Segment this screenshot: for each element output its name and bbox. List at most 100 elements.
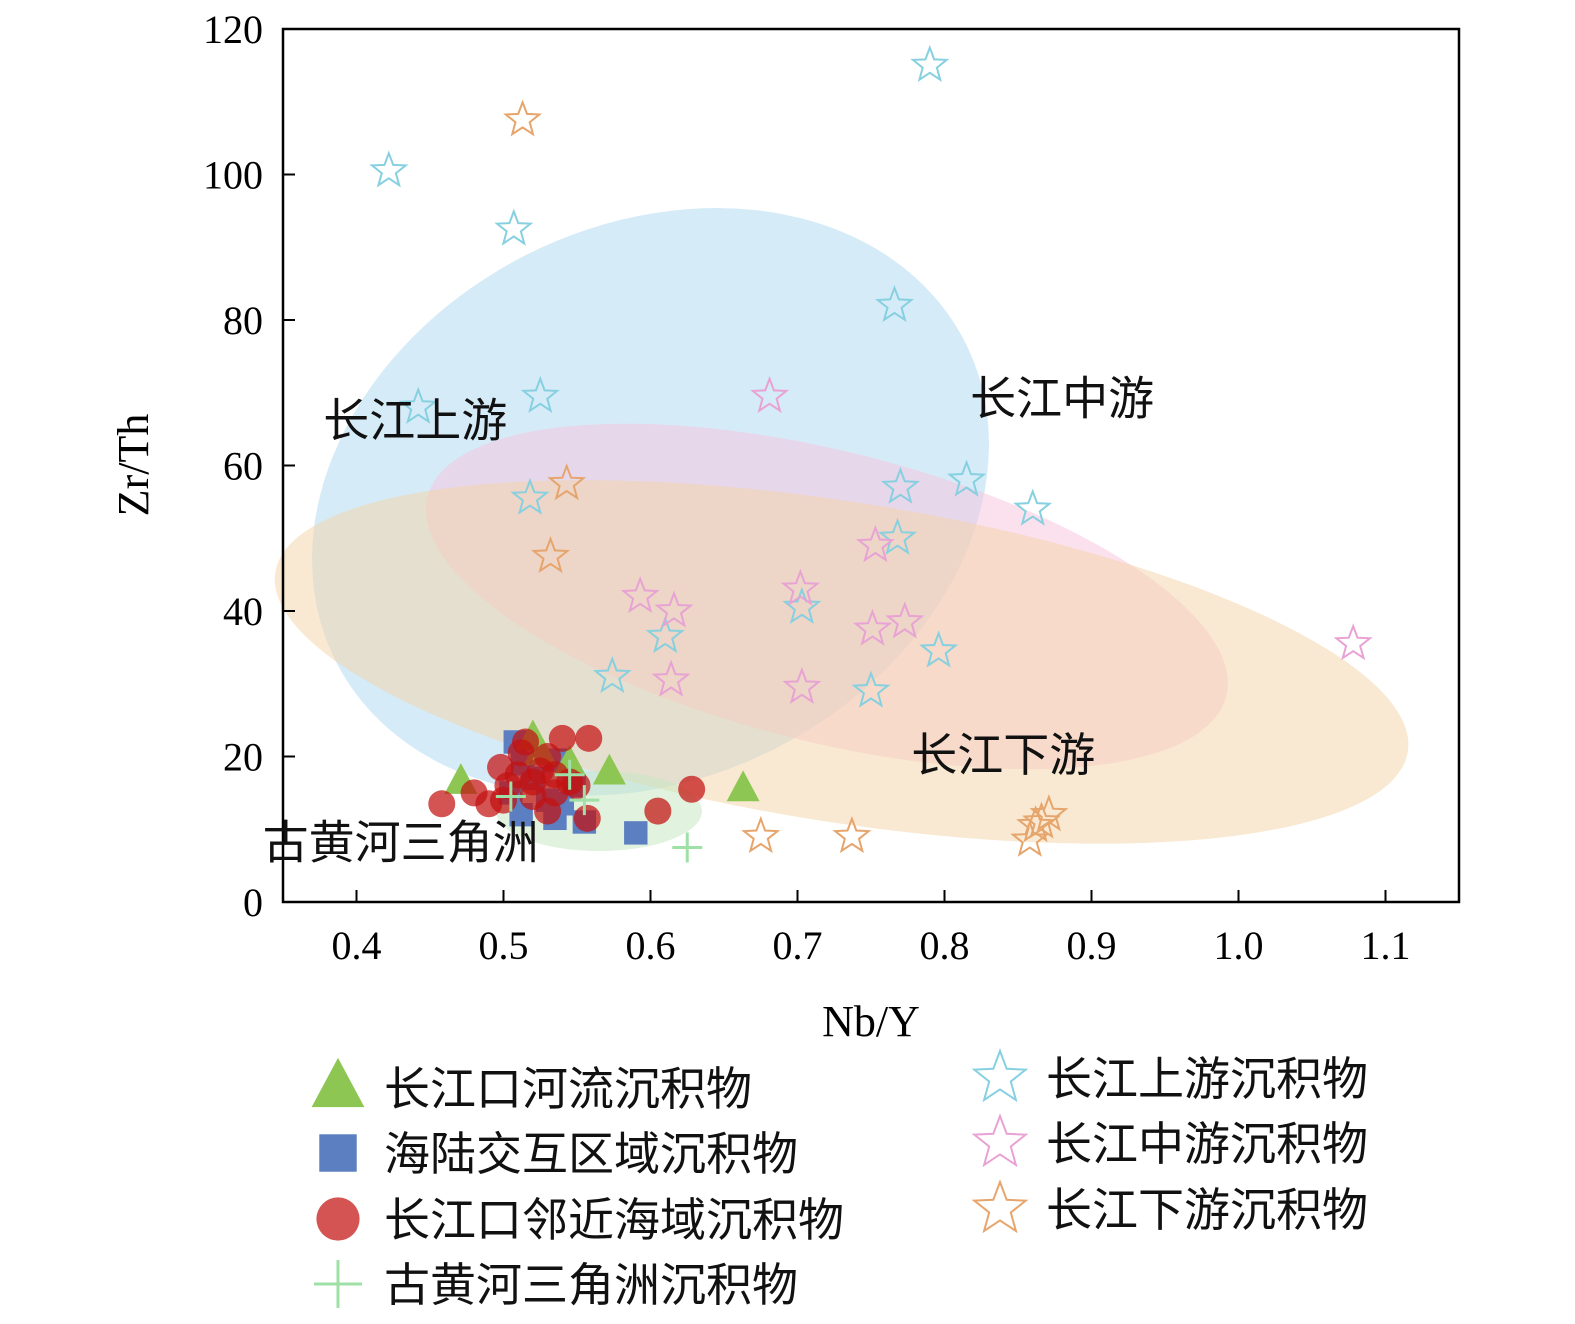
y-tick-label-5: 100 [203, 153, 263, 198]
series-4-point-10 [877, 517, 918, 555]
series-6-point-0 [503, 99, 543, 137]
series-6-point-8 [1029, 794, 1069, 832]
series-3-point-3 [672, 832, 703, 863]
legend-item-4: 长江上游沉积物 [971, 1048, 1368, 1106]
series-3 [495, 759, 703, 863]
x-tick-label-6: 1.0 [1214, 923, 1264, 968]
series-4-point-5 [592, 655, 632, 694]
series-2-point-21 [490, 786, 517, 814]
series-0-point-4 [592, 753, 626, 785]
series-6-point-1 [530, 535, 571, 574]
series-5-point-6 [852, 608, 893, 646]
series-1-point-4 [509, 803, 533, 827]
series-2-point-19 [507, 739, 535, 767]
series-4-point-15 [1013, 488, 1053, 526]
y-tick-label-1: 20 [223, 735, 263, 780]
x-tick-label-5: 0.9 [1067, 923, 1117, 968]
legend-item-2: 长江口邻近海域沉积物 [316, 1193, 844, 1247]
series-5-point-5 [782, 666, 822, 705]
series-4-point-12 [910, 44, 950, 83]
legend-item-0: 长江口河流沉积物 [311, 1057, 752, 1116]
series-3-point-0 [495, 781, 526, 812]
legend-item-6: 长江下游沉积物 [971, 1179, 1368, 1237]
series-4-point-4 [520, 375, 560, 414]
series-4-point-9 [874, 284, 915, 323]
legend-item-3: 古黄河三角洲沉积物 [314, 1258, 798, 1312]
y-tick-label-6: 120 [203, 7, 263, 52]
y-tick-label-3: 60 [223, 444, 263, 489]
series-4-point-0 [369, 150, 409, 188]
legend-label-2: 长江口邻近海域沉积物 [384, 1193, 844, 1247]
x-tick-label-3: 0.7 [773, 923, 823, 968]
y-tick-label-2: 40 [223, 589, 263, 634]
series-6-point-3 [741, 815, 781, 854]
series-2-point-18 [534, 797, 562, 825]
series-5-point-9 [1333, 623, 1373, 661]
legend-marker-1 [319, 1134, 357, 1172]
series-4-point-13 [919, 630, 959, 668]
legend-label-1: 海陆交互区域沉积物 [384, 1127, 798, 1181]
data-points [369, 44, 1373, 863]
series-5-point-3 [750, 375, 790, 414]
series-4 [369, 44, 1053, 708]
legend-item-1: 海陆交互区域沉积物 [319, 1127, 798, 1181]
series-4-point-2 [494, 208, 534, 246]
legend-label-6: 长江下游沉积物 [1046, 1183, 1368, 1237]
x-tick-label-7: 1.1 [1361, 923, 1411, 968]
series-6-point-4 [832, 815, 872, 854]
axis-ticks: 0.4 0.5 0.6 0.7 0.8 0.9 1.0 1.1 0 20 40 60 80 100 120 [203, 7, 1411, 968]
legend-marker-4 [971, 1048, 1029, 1103]
series-4-point-7 [782, 586, 822, 625]
series-0-point-5 [726, 770, 760, 802]
legend-marker-0 [311, 1057, 365, 1108]
series-4-point-3 [510, 477, 550, 515]
series-2-point-15 [575, 724, 603, 752]
series-3-point-2 [569, 785, 600, 816]
series-6-point-2 [547, 463, 587, 501]
x-tick-label-1: 0.5 [479, 923, 529, 968]
series-4-point-11 [880, 466, 920, 504]
series-4-point-14 [946, 459, 987, 497]
region-label-1: 长江中游 [970, 372, 1154, 426]
x-axis-title: Nb/Y [822, 997, 920, 1046]
region-label-2: 长江下游 [911, 728, 1095, 782]
series-2-point-11 [548, 724, 576, 752]
series-2-point-0 [428, 790, 456, 818]
series-5-point-4 [780, 568, 821, 606]
x-tick-label-4: 0.8 [920, 923, 970, 968]
y-axis-title: Zr/Th [109, 414, 158, 517]
x-tick-label-2: 0.6 [626, 923, 676, 968]
series-5-point-0 [620, 575, 660, 614]
series-6 [503, 99, 1069, 857]
legend-label-5: 长江中游沉积物 [1046, 1117, 1368, 1171]
legend-marker-2 [316, 1197, 360, 1241]
y-tick-label-0: 0 [243, 880, 263, 925]
y-tick-label-4: 80 [223, 298, 263, 343]
legend-marker-5 [971, 1113, 1029, 1168]
series-2-point-20 [519, 768, 547, 796]
series-5-point-8 [885, 601, 925, 639]
series-6-point-7 [1021, 801, 1062, 839]
region-ellipses [274, 208, 1409, 852]
series-5 [620, 375, 1373, 705]
series-4-point-1 [398, 386, 438, 424]
series-3-point-1 [554, 759, 585, 790]
legend-label-4: 长江上游沉积物 [1046, 1052, 1368, 1106]
legend-label-0: 长江口河流沉积物 [384, 1062, 752, 1116]
series-2-point-17 [678, 775, 706, 803]
series-5-point-2 [654, 590, 694, 628]
series-5-point-1 [651, 659, 691, 697]
region-label-3: 古黄河三角洲 [263, 815, 539, 869]
series-4-point-8 [851, 670, 891, 708]
region-label-0: 长江上游 [323, 393, 507, 447]
series-2-point-14 [573, 804, 601, 832]
legend-marker-6 [971, 1179, 1029, 1234]
series-5-point-7 [855, 524, 895, 563]
legend-marker-3 [314, 1260, 362, 1308]
series-4-point-6 [645, 615, 685, 654]
series-2-point-16 [644, 797, 672, 825]
series-1-point-10 [624, 821, 648, 845]
x-tick-label-0: 0.4 [332, 923, 382, 968]
legend-item-5: 长江中游沉积物 [971, 1113, 1368, 1171]
